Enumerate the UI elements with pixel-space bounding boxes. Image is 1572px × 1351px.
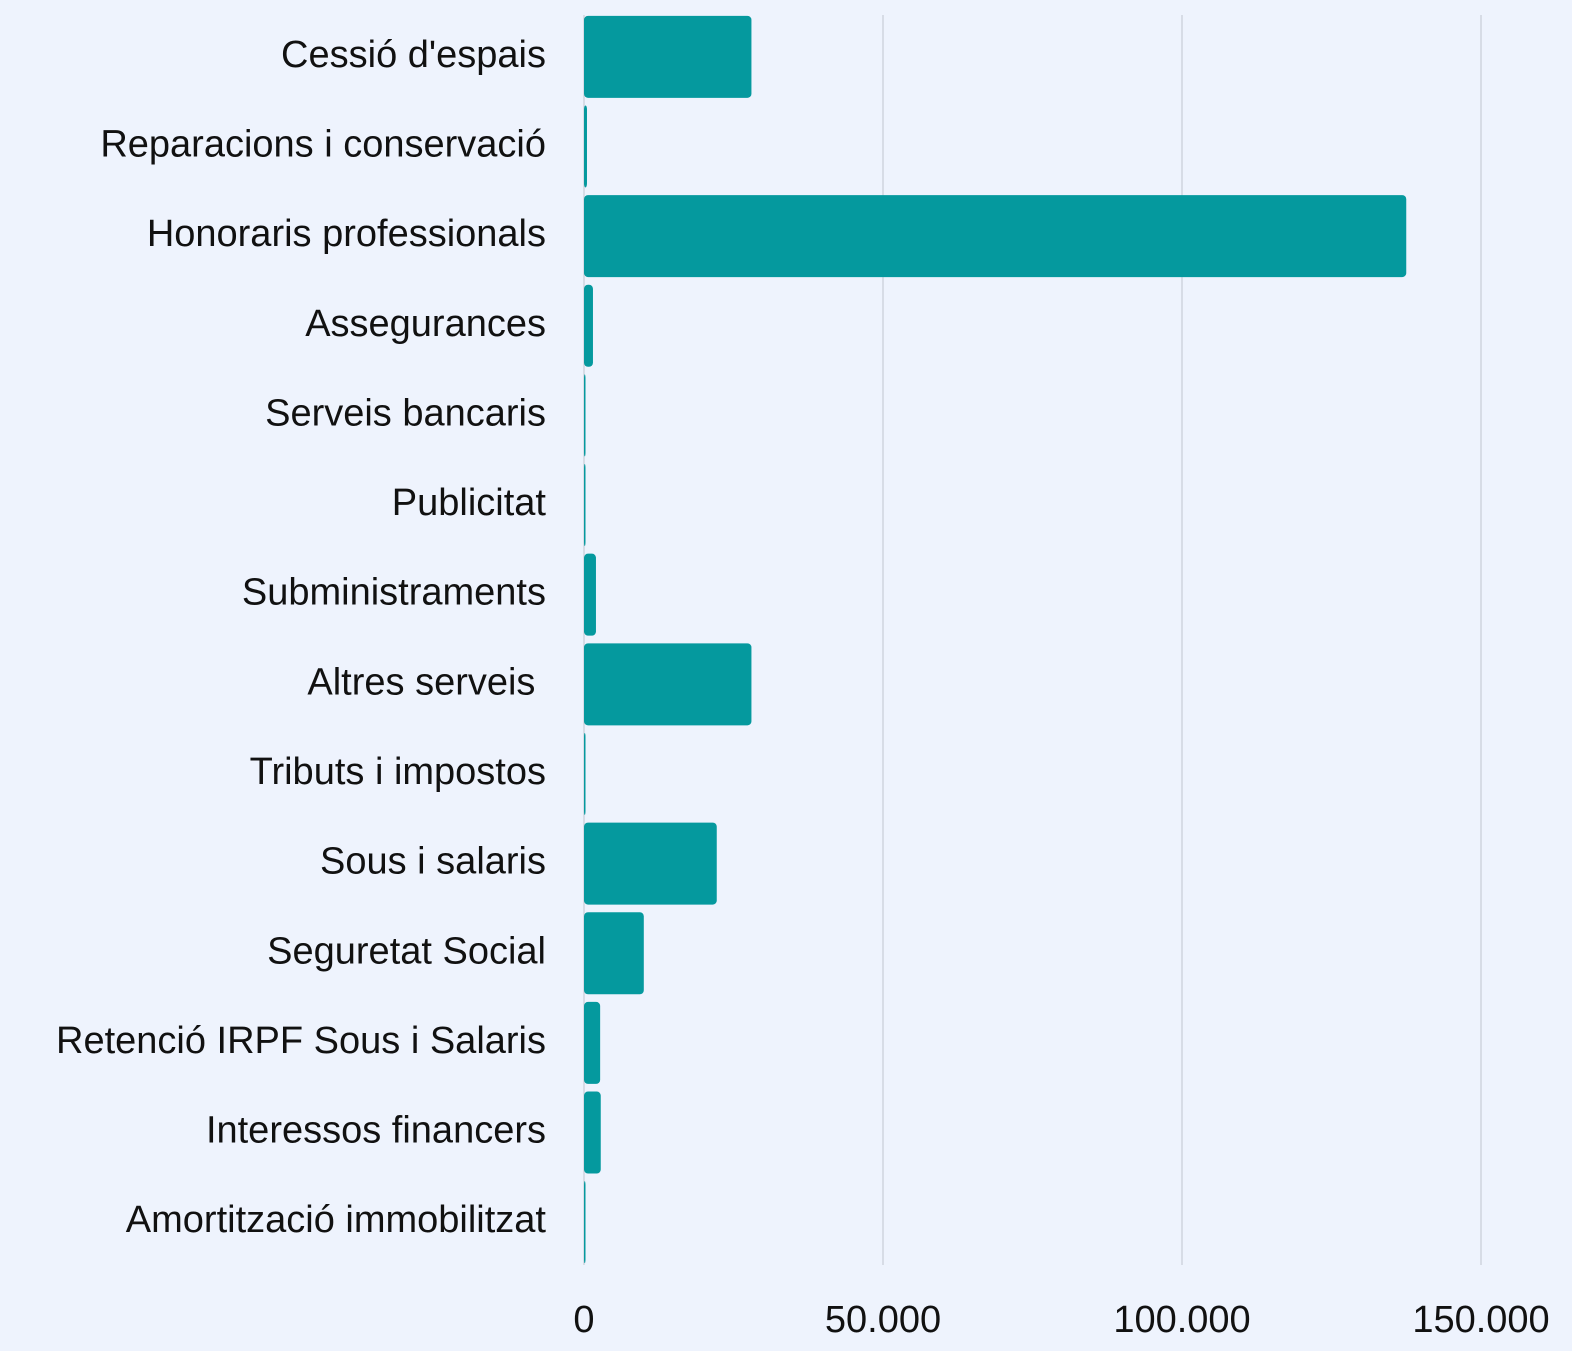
y-tick-label: Sous i salaris: [320, 841, 546, 883]
y-tick-label: Honoraris professionals: [147, 213, 546, 255]
bar: [584, 912, 644, 995]
y-tick-label: Seguretat Social: [267, 930, 546, 972]
y-tick-label: Retenció IRPF Sous i Salaris: [56, 1020, 546, 1062]
bar: [584, 643, 752, 726]
bar: [584, 553, 596, 636]
y-tick-label: Amortització immobilitzat: [126, 1199, 547, 1241]
y-tick-label: Serveis bancaris: [265, 392, 546, 434]
x-tick-label: 150.000: [1412, 1299, 1549, 1341]
bar: [584, 1001, 601, 1084]
x-tick-label: 0: [573, 1299, 594, 1341]
bar: [584, 105, 587, 188]
x-tick-label: 50.000: [825, 1299, 941, 1341]
bar: [584, 1091, 601, 1174]
y-tick-label: Cessió d'espais: [281, 34, 546, 76]
y-tick-label: Interessos financers: [206, 1110, 546, 1152]
bar: [584, 822, 717, 905]
x-tick-label: 100.000: [1113, 1299, 1250, 1341]
y-tick-label: Publicitat: [392, 482, 547, 524]
y-tick-label: Subministraments: [242, 572, 546, 614]
bar: [584, 15, 752, 98]
bar: [584, 284, 593, 367]
bar: [584, 732, 586, 815]
bar: [584, 374, 586, 457]
y-tick-label: Tributs i impostos: [250, 751, 546, 793]
y-tick-label: Assegurances: [305, 303, 546, 345]
y-tick-label: Altres serveis: [307, 661, 546, 703]
y-tick-label: Reparacions i conservació: [100, 123, 546, 165]
bar: [584, 464, 586, 547]
bar: [584, 1181, 586, 1264]
bar: [584, 195, 1407, 278]
